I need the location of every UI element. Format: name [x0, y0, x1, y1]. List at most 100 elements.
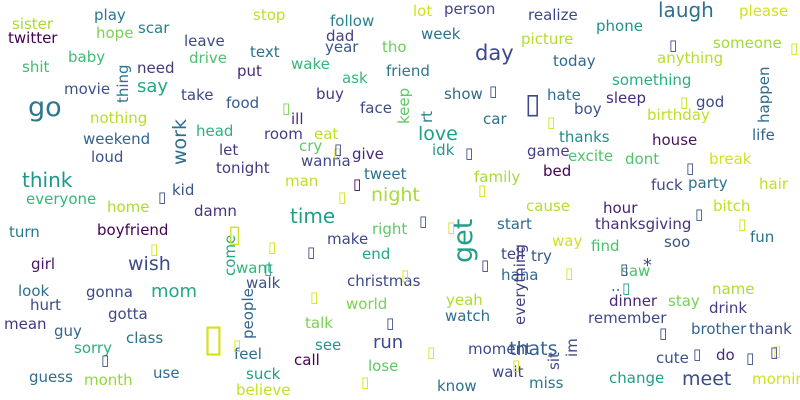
emoji-placeholder-glyph: ▯: [268, 238, 277, 256]
word-idk: idk: [432, 141, 455, 159]
emoji-placeholder-glyph: ▯: [693, 345, 702, 363]
emoji-placeholder-glyph: ▯: [228, 220, 242, 248]
word-: *: [643, 255, 652, 276]
emoji-placeholder-glyph: ▯: [547, 113, 556, 131]
word-girl: girl: [31, 255, 56, 273]
word-yeah: yeah: [446, 291, 483, 309]
word-im: im: [563, 338, 581, 357]
word-wake: wake: [291, 55, 330, 73]
word-drink: drink: [709, 299, 748, 317]
emoji-placeholder-glyph: ▯: [680, 93, 689, 111]
word-watch: watch: [445, 307, 491, 325]
word-nothing: nothing: [90, 109, 148, 127]
word-cute: cute: [656, 349, 689, 367]
word-bitch: bitch: [713, 197, 751, 215]
word-work: work: [169, 119, 191, 165]
emoji-placeholder-glyph: ▯: [620, 260, 629, 278]
word-brother: brother: [691, 320, 747, 338]
word-food: food: [226, 94, 260, 112]
word-: ..: [611, 277, 621, 295]
word-boyfriend: boyfriend: [97, 221, 169, 239]
emoji-placeholder-glyph: ▯: [334, 140, 343, 158]
word-fun: fun: [750, 228, 775, 246]
word-someone: someone: [713, 34, 782, 52]
word-boy: boy: [574, 100, 602, 118]
word-sorry: sorry: [74, 339, 112, 357]
emoji-placeholder-glyph: ▯: [790, 39, 799, 57]
emoji-placeholder-glyph: ▯: [158, 188, 167, 206]
word-say: say: [137, 76, 169, 97]
word-find: find: [591, 237, 620, 255]
word-name: name: [712, 280, 755, 298]
word-cry: cry: [299, 137, 323, 155]
word-think: think: [22, 168, 73, 192]
word-face: face: [360, 99, 392, 117]
word-morning: morning: [752, 370, 800, 388]
word-everyone: everyone: [26, 190, 97, 208]
word-guy: guy: [54, 322, 82, 340]
emoji-placeholder-glyph: ▯: [101, 351, 110, 369]
emoji-placeholder-glyph: ▯: [203, 316, 224, 360]
word-right: right: [372, 220, 408, 238]
word-cause: cause: [526, 197, 570, 215]
word-play: play: [94, 6, 126, 24]
word-shit: shit: [22, 58, 50, 76]
word-call: call: [294, 351, 320, 369]
emoji-placeholder-glyph: ▯: [353, 175, 362, 193]
emoji-placeholder-glyph: ▯: [310, 288, 319, 306]
word-tonight: tonight: [216, 159, 270, 177]
word-put: put: [237, 62, 262, 80]
word-anything: anything: [657, 49, 724, 67]
word-suck: suck: [246, 365, 281, 383]
emoji-placeholder-glyph: ▯: [401, 266, 410, 284]
word-baby: baby: [68, 48, 106, 66]
word-night: night: [371, 184, 420, 206]
word-wait: wait: [492, 363, 524, 381]
emoji-placeholder-glyph: ▯: [659, 324, 668, 342]
emoji-placeholder-glyph: ▯: [307, 243, 316, 261]
word-month: month: [84, 371, 133, 389]
word-change: change: [609, 369, 665, 387]
word-hour: hour: [603, 199, 638, 217]
word-rt: rt: [418, 110, 436, 123]
word-hair: hair: [759, 175, 789, 193]
word-fuck: fuck: [651, 176, 683, 194]
word-car: car: [483, 110, 507, 128]
word-let: let: [219, 141, 239, 159]
word-hurt: hurt: [30, 296, 62, 314]
word-start: start: [497, 215, 532, 233]
word-lose: lose: [368, 357, 399, 375]
word-twitter: twitter: [8, 29, 58, 47]
word-people: people: [239, 288, 257, 339]
emoji-placeholder-glyph: ▯: [333, 144, 342, 162]
word-gonna: gonna: [86, 283, 133, 301]
word-stop: stop: [253, 6, 286, 24]
emoji-placeholder-glyph: ▯: [233, 336, 242, 354]
word-everything: everything: [511, 244, 529, 325]
word-tweet: tweet: [364, 165, 407, 183]
word-thanksgiving: thanksgiving: [595, 215, 692, 233]
word-year: year: [325, 38, 359, 56]
word-tell: tell: [501, 245, 525, 263]
word-end: end: [362, 245, 391, 263]
word-thats: thats: [509, 338, 558, 360]
word-thank: thank: [749, 320, 792, 338]
word-wanna: wanna: [301, 152, 351, 170]
word-believe: believe: [236, 381, 291, 399]
word-moment: moment: [468, 340, 532, 358]
emoji-placeholder-glyph: ▯: [565, 264, 574, 282]
word-family: family: [474, 168, 521, 186]
word-head: head: [196, 122, 234, 140]
word-love: love: [418, 123, 458, 145]
word-take: take: [181, 86, 214, 104]
word-man: man: [285, 172, 319, 190]
word-dont: dont: [625, 150, 660, 168]
word-life: life: [752, 126, 775, 144]
word-home: home: [107, 198, 150, 216]
word-class: class: [126, 329, 164, 347]
emoji-placeholder-glyph: ▯: [525, 87, 541, 120]
word-gotta: gotta: [108, 305, 148, 323]
word-follow: follow: [330, 12, 375, 30]
emoji-placeholder-glyph: ▯: [465, 144, 474, 162]
